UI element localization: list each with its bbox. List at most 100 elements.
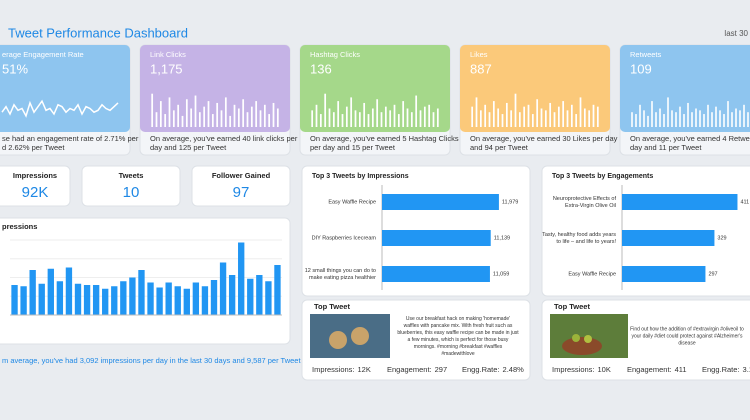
mini-bar [332,112,335,127]
bar [38,283,45,315]
mini-bar [211,114,214,127]
data-label: 297 [708,271,717,277]
metric-label: Engagement: [627,365,672,374]
mini-bar [354,110,357,127]
tweet-text: Find out how the addition of #extravirgi… [630,326,744,332]
image-detail [562,337,602,355]
mini-bar [350,97,353,127]
kpi-note: On average, you've earned 30 Likes per d… [470,134,618,143]
mini-bar [224,97,227,127]
kpi-title: erage Engagement Rate [2,50,84,59]
kpi-note: On average, you've earned 4 Retweets ea [630,134,750,143]
chart-title: Top 3 Tweets by Impressions [312,173,409,180]
mini-bar [536,99,539,127]
data-label: 329 [717,235,726,241]
bar [138,270,145,315]
mini-bar [402,101,405,127]
mini-bar [731,112,733,127]
kpi-note: d 2.62% per Tweet [2,143,65,152]
mini-bar [315,104,318,127]
mini-bar [168,97,171,127]
top-tweet-title: Top Tweet [314,302,350,311]
mini-bar [553,112,556,127]
mini-bar [272,102,275,127]
mini-bar [488,112,491,127]
tweet-text: #madewithlove [441,351,475,357]
mini-bar [207,101,210,127]
bar [129,277,136,315]
mini-bar [358,112,361,127]
mini-bar [237,108,240,127]
mini-bar [479,110,482,127]
chart-title: Top 3 Tweets by Engagements [552,173,653,180]
kpi-note: per day and 15 per Tweet [310,143,396,152]
mini-bar [592,104,595,127]
bar [265,281,272,315]
bar [111,286,118,315]
mini-bar [250,106,253,127]
category-label: 12 small things you can do to [305,268,376,274]
mini-bar [723,114,725,127]
mini-bar [263,104,266,127]
mini-bar [739,110,741,127]
mini-bar [596,106,599,127]
mini-bar [484,104,487,127]
bar [29,270,36,315]
kpi-title: Likes [470,50,488,59]
mini-bar [575,114,578,127]
mini-bar [311,110,314,127]
metric-value: 297 [435,365,448,374]
bar [20,286,27,315]
top-tweet-title: Top Tweet [554,302,590,311]
mini-bar [255,101,258,127]
mini-bar [707,104,709,127]
mini-bar [246,112,249,127]
bar [201,286,209,315]
mini-bar [419,110,422,127]
mini-bar [631,112,633,127]
mini-bar [655,112,657,127]
mini-bar [497,108,500,127]
mini-bar [514,93,517,127]
mini-bar [523,106,526,127]
mini-bar [229,115,232,127]
mini-bar [719,110,721,127]
bar [65,267,73,315]
tweet-text: mornings. #morning #breakfast #waffles [414,344,503,350]
mini-bar [747,112,749,127]
metric-label: Engagement: [387,365,432,374]
mini-bar [268,114,271,127]
mini-bar [397,114,400,127]
mini-bar [259,110,262,127]
mini-bar [393,104,396,127]
mini-bar [324,93,327,127]
mini-bar [371,108,374,127]
mini-bar [570,104,573,127]
mini-bar [683,114,685,127]
tweet-text: your daily #diet could protect against #… [631,333,743,339]
bar [247,278,254,315]
mini-bar [220,110,223,127]
bar [92,285,100,315]
stat-card [0,165,71,207]
dashboard-title: Tweet Performance Dashboard [8,25,188,40]
bar [622,194,738,210]
mini-bar [190,108,193,127]
metric-value: 3.18 [743,365,750,374]
stat-label: Follower Gained [212,171,271,180]
kpi-note: day and 125 per Tweet [150,143,227,152]
mini-bar [518,112,521,127]
mini-bar [389,110,392,127]
bar [102,288,109,315]
mini-bar [159,101,162,127]
date-range[interactable]: last 30 [724,29,748,38]
mini-bar [233,104,236,127]
tweet-text: blueberries, this easy waffle recipe can… [397,330,519,336]
bar [120,281,127,315]
mini-bar [531,114,534,127]
mini-bar [743,104,745,127]
kpi-value: 1,175 [150,61,183,76]
mini-bar [663,114,665,127]
mini-bar [194,95,197,127]
